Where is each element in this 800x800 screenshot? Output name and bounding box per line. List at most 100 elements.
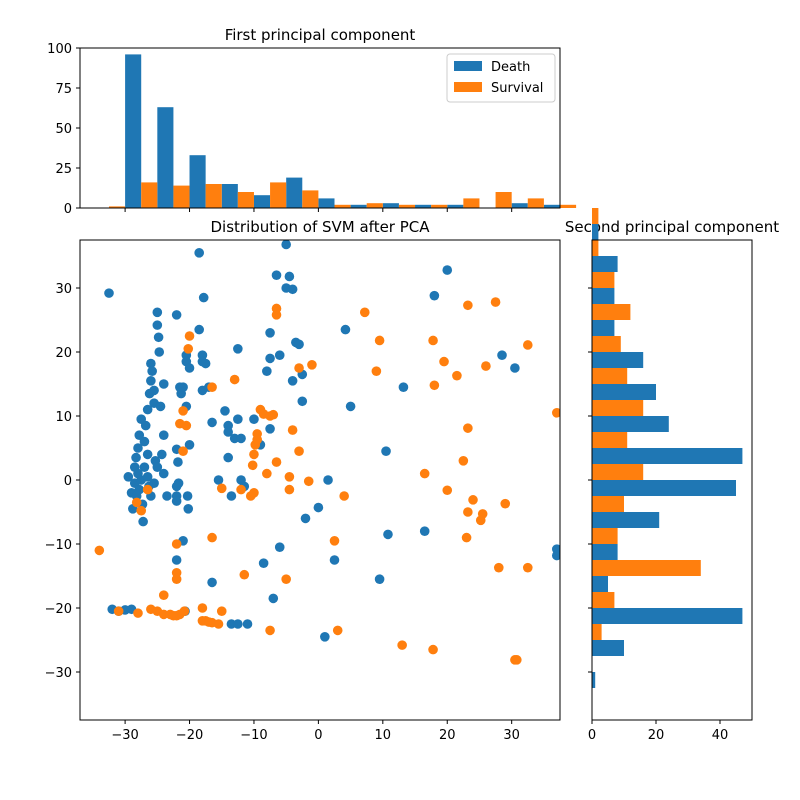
scatter-point-death [146,358,156,369]
top-histogram-bars [108,54,577,209]
scatter-point-survival [262,468,272,479]
top-ytick-label: 0 [64,202,72,217]
scatter-point-death [178,382,188,393]
legend-label-death: Death [491,60,530,75]
right-bar-survival [592,624,602,640]
scatter-point-death [284,271,295,282]
top-bar-survival [205,184,222,208]
scatter-point-survival [183,344,194,354]
scatter-point-survival [463,300,473,311]
scatter-point-death [134,484,145,495]
top-bar-death [318,198,335,208]
right-bar-death [592,416,669,432]
scatter-ytick-label: −30 [45,666,72,681]
scatter-xtick-label: 10 [375,728,392,743]
scatter-point-survival [490,297,501,307]
right-bar-death [592,352,644,368]
legend: Death Survival [446,53,556,103]
scatter-frame [79,239,561,721]
scatter-point-survival [94,545,105,556]
scatter-point-death [184,440,195,450]
scatter-point-death [152,462,163,473]
right-bar-death [592,544,618,560]
scatter-point-survival [284,484,295,495]
right-bar-survival [592,496,624,512]
scatter-point-death [340,324,351,335]
scatter-point-survival [468,495,478,505]
scatter-point-survival [216,606,227,616]
scatter-point-survival [500,498,511,509]
right-bar-survival [592,560,701,576]
right-bar-death [592,384,656,400]
scatter-point-death [207,417,217,428]
scatter-point-survival [551,408,560,418]
right-xtick-label: 40 [712,728,729,743]
top-bar-survival [141,182,158,208]
scatter-point-death [138,516,148,527]
scatter-point-survival [463,507,473,517]
scatter-point-survival [171,539,182,549]
scatter-point-death [213,475,224,485]
right-xtick-label: 0 [588,728,596,743]
scatter-point-survival [131,497,142,508]
right-bar-death [592,672,596,688]
scatter-point-death [171,496,182,506]
scatter-point-death [173,457,183,467]
scatter-point-survival [493,562,504,573]
scatter-point-death [171,310,182,320]
scatter-point-death [220,406,230,416]
scatter-point-survival [463,423,473,433]
scatter-points [94,240,560,665]
top-histogram-ticks: 0 25 50 75 100 [47,42,513,217]
top-ytick-label: 25 [55,162,72,177]
scatter-point-death [153,332,164,343]
scatter-point-death [398,382,409,393]
scatter-point-death [158,379,169,389]
scatter-point-survival [428,644,438,655]
scatter-point-death [158,430,169,441]
top-ytick-label: 100 [47,42,72,57]
scatter-point-death [265,328,275,338]
scatter-point-survival [332,625,343,636]
scatter-point-death [154,347,165,357]
scatter-point-death [183,504,194,514]
scatter-point-death [152,307,163,318]
scatter-point-death [155,401,166,412]
scatter-point-death [207,577,217,588]
right-histogram-bars [592,208,743,688]
scatter-point-death [139,462,150,473]
top-histogram-frame [79,47,561,209]
scatter-ytick-label: −20 [45,602,72,617]
top-bar-death [447,204,464,208]
scatter-point-death [429,290,440,301]
scatter-point-death [142,449,153,460]
scatter-point-survival [142,484,153,495]
scatter-point-survival [329,536,340,546]
scatter-xtick-label: −20 [176,728,203,743]
scatter-point-death [242,619,253,629]
scatter-point-death [274,350,285,361]
legend-swatch-death [454,61,482,71]
top-ytick-label: 50 [55,122,72,137]
scatter-point-death [419,526,430,536]
right-bar-survival [592,304,631,320]
scatter-point-death [383,529,393,540]
scatter-point-death [123,472,134,482]
scatter-point-death [162,491,172,501]
top-bar-survival [334,204,351,208]
top-bar-survival [302,190,319,208]
top-bar-death [221,184,238,208]
scatter-title: Distribution of SVM after PCA [210,218,430,236]
top-bar-survival [173,185,190,208]
scatter-point-death [182,491,193,501]
scatter-ytick-label: 10 [55,410,72,425]
scatter-point-death [157,449,167,460]
scatter-point-survival [439,356,449,367]
top-ytick-label: 75 [55,82,72,97]
scatter-xtick-label: 30 [503,728,520,743]
scatter-plot: Distribution of SVM after PCA −30 −20 −10 0… [45,218,561,743]
right-bar-survival [592,272,615,288]
scatter-point-death [194,324,204,335]
scatter-point-survival [287,425,298,435]
